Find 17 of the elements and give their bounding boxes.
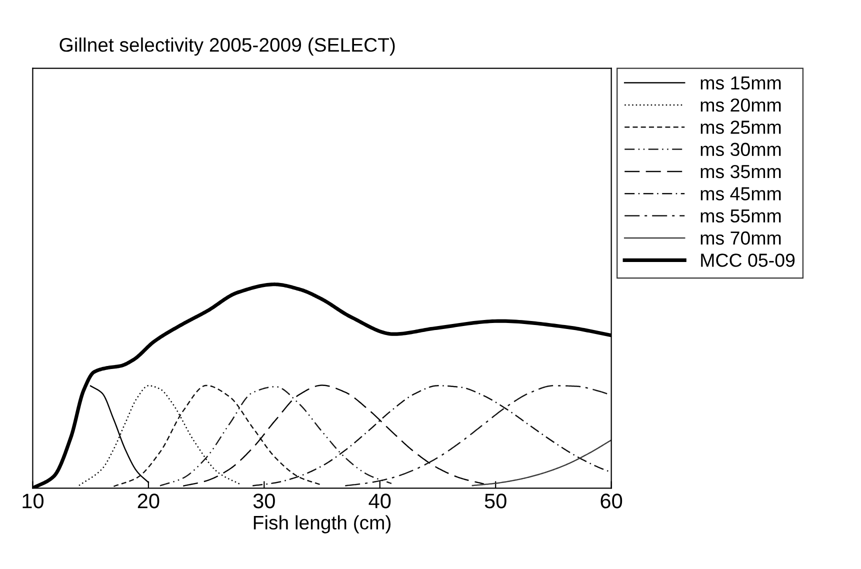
x-tick-label: 50 [484, 494, 506, 508]
legend-label: ms 70mm [700, 231, 781, 245]
legend-label: ms 25mm [700, 120, 781, 134]
legend-label: ms 45mm [700, 187, 781, 200]
x-tick-label: 20 [138, 494, 160, 508]
chart-title: Gillnet selectivity 2005-2009 (SELECT) [60, 38, 395, 56]
legend-label: MCC 05-09 [701, 254, 795, 267]
x-axis-title: Fish length (cm) [254, 515, 391, 534]
x-tick-label: 40 [368, 494, 391, 508]
legend-label: ms 35mm [700, 164, 781, 178]
x-tick-label: 60 [600, 494, 622, 508]
legend-label: ms 30mm [700, 142, 781, 156]
x-tick-label: 10 [22, 494, 44, 508]
legend-label: ms 15mm [700, 76, 781, 90]
legend-label: ms 55mm [700, 209, 781, 223]
legend-label: ms 20mm [700, 98, 781, 112]
x-tick-label: 30 [253, 494, 275, 508]
